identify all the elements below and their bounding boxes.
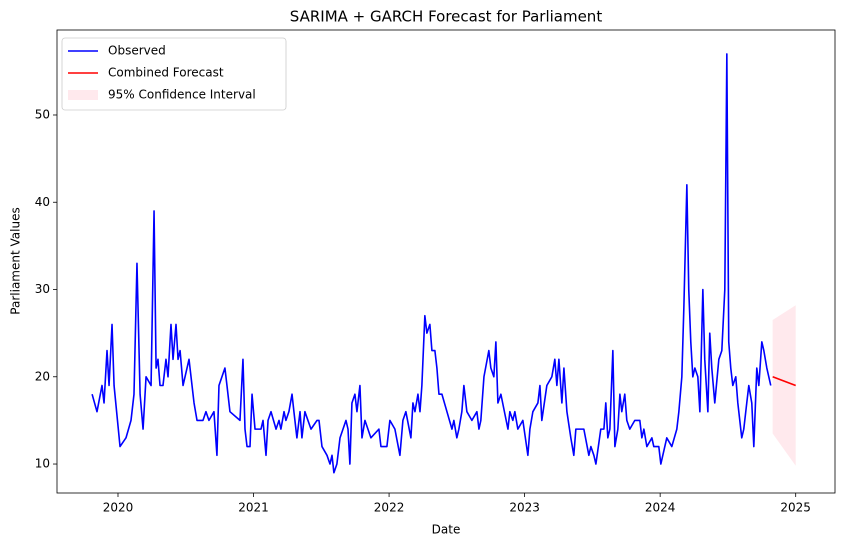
legend-label: Observed xyxy=(108,44,166,58)
y-axis-label: Parliament Values xyxy=(9,207,23,314)
series-line xyxy=(91,53,772,474)
x-tick-label: 2020 xyxy=(103,501,134,515)
legend-swatch xyxy=(68,90,98,100)
chart-title: SARIMA + GARCH Forecast for Parliament xyxy=(290,8,603,26)
legend-label: 95% Confidence Interval xyxy=(108,88,256,102)
x-tick-label: 2025 xyxy=(780,501,811,515)
x-tick-label: 2021 xyxy=(238,501,269,515)
x-axis-label: Date xyxy=(432,523,461,537)
legend-box xyxy=(61,37,287,111)
confidence-band xyxy=(772,305,796,466)
y-tick-label: 30 xyxy=(35,282,50,296)
y-tick-label: 50 xyxy=(35,107,50,121)
x-tick-label: 2022 xyxy=(374,501,405,515)
y-tick-label: 10 xyxy=(35,457,50,471)
plot-frame xyxy=(56,29,836,494)
legend-label: Combined Forecast xyxy=(108,66,224,80)
y-tick-label: 40 xyxy=(35,195,50,209)
series-line xyxy=(772,376,796,387)
x-tick-label: 2023 xyxy=(509,501,540,515)
y-tick-label: 20 xyxy=(35,369,50,383)
x-tick-label: 2024 xyxy=(645,501,676,515)
